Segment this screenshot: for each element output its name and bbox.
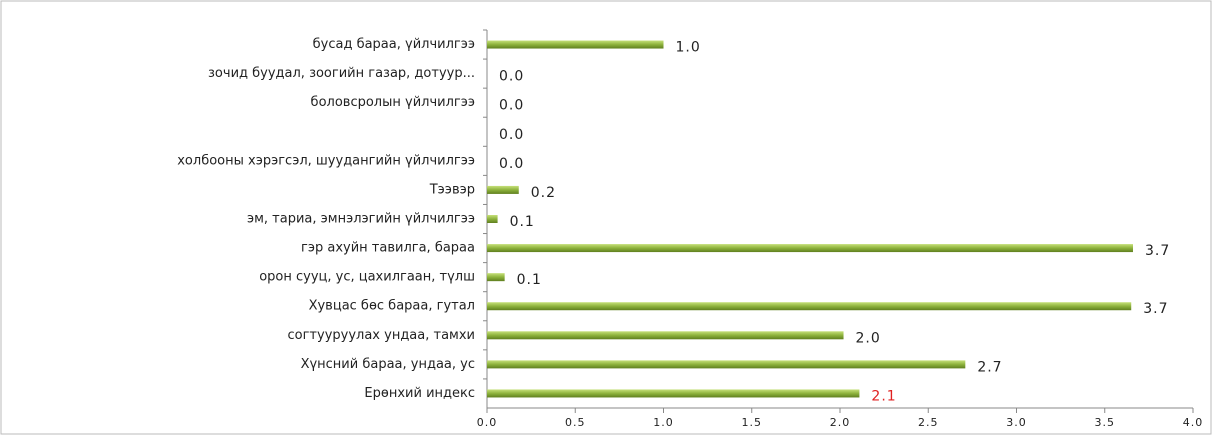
category-label: боловсролын үйлчилгээ bbox=[311, 95, 475, 110]
category-label: Тээвэр bbox=[429, 182, 475, 197]
value-label: 0.0 bbox=[499, 156, 524, 172]
x-tick-label: 1.5 bbox=[742, 416, 763, 429]
value-label: 0.0 bbox=[499, 127, 524, 143]
x-tick-label: 0.5 bbox=[565, 416, 586, 429]
category-label: зочид буудал, зоогийн газар, дотуур... bbox=[208, 66, 475, 81]
category-label: Ерөнхий индекс bbox=[364, 386, 475, 401]
bar bbox=[487, 185, 519, 194]
value-label: 0.2 bbox=[531, 185, 556, 201]
category-label: Хүнсний бараа, ундаа, ус bbox=[301, 357, 475, 372]
category-label: Хувцас бөс бараа, гутал bbox=[309, 299, 475, 314]
x-tick-label: 4.0 bbox=[1183, 416, 1204, 429]
category-label: бусад бараа, үйлчилгээ bbox=[313, 37, 475, 52]
category-label: согтууруулах ундаа, тамхи bbox=[288, 328, 476, 343]
value-label: 0.0 bbox=[499, 98, 524, 114]
value-label: 2.0 bbox=[856, 330, 881, 346]
x-tick-label: 3.0 bbox=[1006, 416, 1027, 429]
value-label: 1.0 bbox=[676, 40, 701, 56]
bar bbox=[487, 215, 498, 223]
bar bbox=[487, 331, 844, 340]
bar bbox=[487, 360, 966, 369]
x-tick-label: 3.5 bbox=[1095, 416, 1116, 429]
x-tick-label: 2.0 bbox=[830, 416, 851, 429]
category-label: эм, тариа, эмнэлэгийн үйлчилгээ bbox=[247, 212, 475, 227]
bar bbox=[487, 244, 1133, 253]
value-label: 0.1 bbox=[517, 272, 542, 288]
value-label: 0.1 bbox=[510, 214, 535, 230]
x-tick-label: 2.5 bbox=[918, 416, 939, 429]
category-label: орон сууц, ус, цахилгаан, түлш bbox=[259, 270, 475, 285]
value-label: 0.0 bbox=[499, 69, 524, 85]
value-label: 2.7 bbox=[977, 359, 1002, 375]
bar bbox=[487, 40, 664, 49]
bar bbox=[487, 273, 505, 282]
x-tick-label: 0.0 bbox=[477, 416, 498, 429]
value-label: 3.7 bbox=[1145, 243, 1170, 259]
x-tick-label: 1.0 bbox=[653, 416, 674, 429]
category-label: гэр ахуйн тавилга, бараа bbox=[301, 241, 475, 256]
bar bbox=[487, 302, 1132, 311]
value-label: 2.1 bbox=[871, 388, 896, 404]
category-label: холбооны хэрэгсэл, шуудангийн үйлчилгээ bbox=[177, 153, 475, 168]
bar bbox=[487, 389, 860, 398]
value-label: 3.7 bbox=[1143, 301, 1168, 317]
